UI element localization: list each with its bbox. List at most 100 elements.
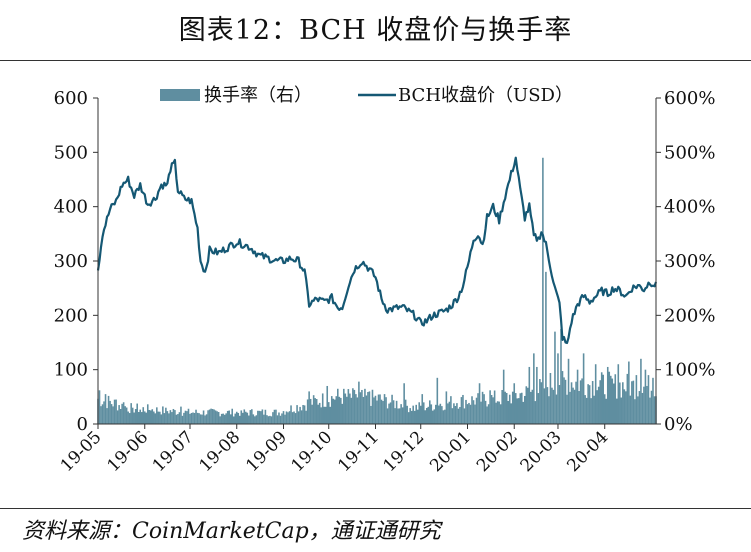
turnover-bar [220,413,223,424]
turnover-bar [531,389,534,424]
turnover-bar [192,412,194,424]
turnover-bar [136,403,138,424]
turnover-bar [575,381,577,424]
turnover-bar [561,371,564,424]
turnover-bar [439,403,442,424]
turnover-bar [471,396,473,424]
turnover-bar [424,410,427,424]
turnover-bar [614,374,617,424]
turnover-bar [311,404,313,424]
turnover-bar [276,415,279,424]
turnover-bar [585,397,588,424]
turnover-bar [418,402,421,424]
turnover-bar [582,353,585,424]
turnover-bar [646,385,648,424]
turnover-bar [603,394,606,424]
y-right-tick-label: 200% [664,305,715,326]
turnover-bar [560,328,562,424]
turnover-bar [306,399,309,424]
turnover-bar [463,408,466,424]
turnover-bar [398,408,401,424]
turnover-bar [507,400,509,424]
turnover-bar [489,390,491,424]
turnover-bar [498,401,500,424]
turnover-bar [386,408,389,424]
turnover-bar [551,387,553,424]
turnover-bar [516,398,519,424]
turnover-bar [635,375,638,424]
turnover-bar [255,415,258,424]
legend-swatch-turnover [160,89,200,101]
y-right-tick-label: 300% [664,251,715,272]
turnover-bar [554,331,556,424]
turnover-bar [391,394,393,424]
turnover-bar [338,396,341,424]
chart: 0 100 200 300 400 500 600 0% 100% 200% 300% 400% 500… [54,85,716,476]
turnover-bar [416,409,419,424]
turnover-bar [278,412,280,424]
turnover-bar [257,410,259,424]
turnover-bar [324,406,327,424]
turnover-bar [432,410,434,424]
turnover-bar [558,385,561,424]
turnover-bar [154,413,157,424]
turnover-bar [125,407,128,424]
turnover-bar [137,412,140,424]
turnover-bar [121,403,123,424]
turnover-bar [98,390,101,424]
turnover-bar [308,391,310,424]
y-left-tick-label: 200 [54,305,88,326]
y-right-tick-label: 500% [664,142,715,163]
turnover-bar [327,402,330,424]
turnover-bar [110,404,113,424]
turnover-bar [594,364,597,424]
top-rule [0,60,751,61]
turnover-bar [542,157,544,424]
turnover-bar [326,385,329,424]
turnover-bar [445,391,448,424]
turnover-bar [305,410,307,424]
turnover-bar [486,406,488,424]
turnover-bar [314,398,316,424]
price-line [96,156,658,345]
turnover-bar [270,416,273,424]
y-right-tick-label: 100% [664,360,715,381]
turnover-bar [318,402,321,424]
turnover-bar [139,409,142,424]
turnover-bar [340,397,342,424]
x-tick-label: 20-03 [517,427,566,476]
turnover-bar [157,411,160,424]
turnover-bar [483,394,485,424]
turnover-bar [527,387,529,424]
turnover-bar [347,389,350,424]
x-tick-label: 20-04 [563,427,612,476]
turnover-bar [596,390,598,424]
turnover-bar [226,410,229,424]
turnover-bar [628,361,630,424]
turnover-bar [510,403,513,424]
turnover-bar [238,415,241,424]
turnover-bar [299,406,301,424]
turnover-bar [184,410,187,424]
turnover-bar [597,386,600,424]
turnover-bars [97,157,657,424]
turnover-bar [451,408,454,424]
turnover-bar [264,409,267,424]
turnover-bar [480,401,482,424]
turnover-bar [392,400,395,424]
turnover-bar [619,382,621,424]
turnover-bar [492,397,494,424]
turnover-bar [616,398,618,424]
turnover-bar [131,407,134,424]
source-note: 资料来源：CoinMarketCap，通证通研究 [22,519,441,544]
turnover-bar [650,390,653,424]
turnover-bar [460,397,463,424]
turnover-bar [564,379,567,424]
turnover-bar [358,381,360,424]
turnover-bar [190,412,193,424]
turnover-bar [403,383,405,424]
turnover-bar [457,408,460,424]
turnover-bar [609,375,612,424]
turnover-bar [223,414,226,424]
turnover-bar [427,406,430,424]
